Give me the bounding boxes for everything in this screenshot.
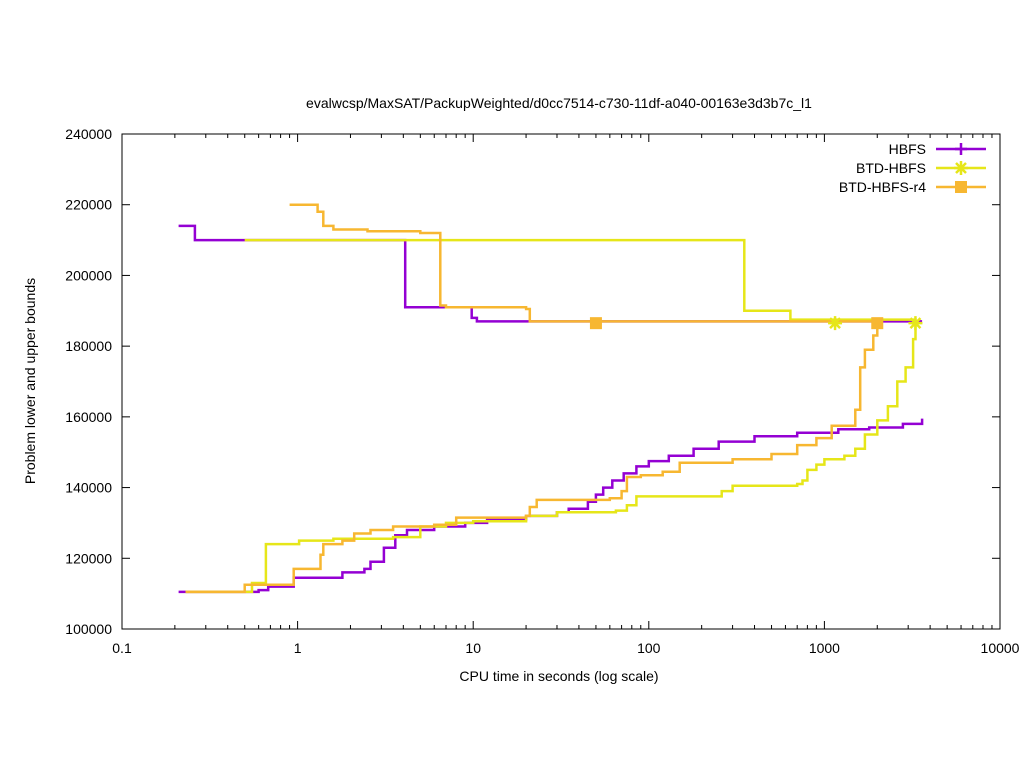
legend-marker-btd-hbfs	[954, 161, 968, 175]
series-btd-hbfs	[185, 238, 917, 594]
legend-item-btd-hbfs: BTD-HBFS	[856, 160, 986, 176]
x-tick-label: 10	[465, 640, 481, 656]
x-tick-label: 1000	[809, 640, 840, 656]
series-hbfs	[178, 224, 924, 594]
x-tick-label: 0.1	[112, 640, 132, 656]
legend-marker-btd-hbfs-r4	[955, 181, 967, 193]
chart-title: evalwcsp/MaxSAT/PackupWeighted/d0cc7514-…	[306, 95, 812, 111]
y-tick-label: 200000	[65, 267, 112, 283]
y-axis-label: Problem lower and upper bounds	[22, 278, 38, 484]
x-tick-label: 10000	[981, 640, 1020, 656]
series-btd-hbfs-r4-lower-bound-line	[185, 324, 879, 594]
legend-label-btd-hbfs: BTD-HBFS	[856, 160, 926, 176]
series-btd-hbfs-r4-point-marker	[871, 317, 884, 330]
y-tick-label: 240000	[65, 126, 112, 142]
series-hbfs-lower-bound-line	[178, 418, 924, 594]
y-tick-label: 100000	[65, 621, 112, 637]
axes: 0.1 1 10 100 1000 10000 100000 120000 140000 1600…	[65, 126, 1019, 656]
legend: HBFS BTD-HBFS BTD-HBFS-r4	[839, 141, 986, 195]
legend-label-hbfs: HBFS	[889, 141, 926, 157]
y-tick-label: 220000	[65, 197, 112, 213]
plot-border	[121, 133, 1001, 630]
series-btd-hbfs-r4-upper-bound-line	[289, 203, 878, 323]
y-tick-label: 140000	[65, 480, 112, 496]
series-btd-hbfs-upper-bound-line	[244, 238, 917, 322]
y-tick-label: 120000	[65, 550, 112, 566]
series-btd-hbfs-point-marker	[828, 316, 843, 331]
x-tick-label: 100	[637, 640, 661, 656]
legend-item-hbfs: HBFS	[889, 141, 986, 157]
x-axis-label: CPU time in seconds (log scale)	[459, 668, 658, 684]
x-tick-label: 1	[294, 640, 302, 656]
series-btd-hbfs-r4-point-marker	[589, 317, 602, 330]
series-btd-hbfs-r4	[185, 203, 879, 594]
series-btd-hbfs-lower-bound-line	[185, 324, 917, 594]
legend-marker-hbfs	[955, 143, 967, 155]
legend-item-btd-hbfs-r4: BTD-HBFS-r4	[839, 179, 986, 195]
y-tick-label: 180000	[65, 338, 112, 354]
legend-label-btd-hbfs-r4: BTD-HBFS-r4	[839, 179, 926, 195]
series-layer	[178, 203, 924, 594]
y-tick-label: 160000	[65, 409, 112, 425]
series-btd-hbfs-point-marker	[908, 316, 923, 331]
